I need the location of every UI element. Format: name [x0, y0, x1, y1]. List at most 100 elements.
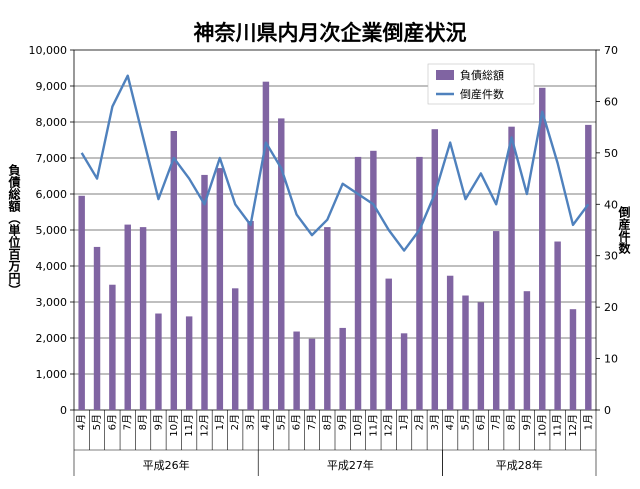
y-tick-label: 0: [60, 404, 67, 417]
legend-label-debt: 負債総額: [460, 68, 504, 82]
bar: [185, 316, 193, 410]
y-tick-label: 3,000: [36, 296, 68, 309]
bar: [400, 333, 408, 410]
y-axis-label-right: 倒産件数: [617, 205, 631, 255]
x-tick-label: 1月: [214, 414, 226, 430]
y-tick-label: 9,000: [36, 80, 68, 93]
legend-label-count: 倒産件数: [460, 88, 504, 101]
bar: [124, 224, 131, 410]
y-tick-label: 7,000: [36, 152, 68, 165]
chart-title: 神奈川県内月次企業倒産状況: [194, 21, 467, 45]
y-tick-label: 1,000: [36, 368, 68, 381]
x-tick-label: 11月: [183, 414, 195, 437]
y-tick-label: 2,000: [36, 332, 68, 345]
x-tick-label: 4月: [76, 414, 88, 430]
y-tick-label: 5,000: [36, 224, 68, 237]
bar: [477, 302, 485, 410]
y-tick-label: 4,000: [36, 260, 68, 273]
x-tick-label: 3月: [429, 414, 441, 430]
bar: [247, 221, 254, 410]
bar: [155, 313, 162, 410]
x-tick-label: 7月: [122, 414, 134, 430]
bar: [78, 195, 85, 410]
x-tick-label: 8月: [137, 414, 149, 430]
y-tick-label: 8,000: [36, 116, 68, 129]
bar: [539, 87, 546, 411]
x-tick-label: 4月: [260, 414, 272, 430]
x-tick-label: 10月: [352, 414, 364, 437]
bar: [370, 150, 377, 411]
x-tick-label: 2月: [413, 414, 425, 430]
x-tick-label: 12月: [199, 414, 211, 437]
bar: [431, 129, 439, 410]
x-tick-label: 12月: [383, 414, 395, 437]
x-tick-label: 12月: [567, 414, 579, 437]
y-tick-label: 6,000: [36, 188, 68, 201]
x-tick-label: 10月: [536, 414, 548, 437]
x-tick-label: 8月: [321, 414, 333, 430]
y2-tick-label: 20: [604, 301, 618, 314]
bar: [354, 156, 362, 410]
bar: [585, 124, 592, 410]
y2-tick-label: 60: [604, 95, 618, 108]
x-tick-label: 2月: [229, 414, 241, 430]
y-axis-label-left: 負債総額（単位百万円）: [7, 163, 21, 296]
bar: [262, 81, 270, 411]
x-tick-label: 1月: [582, 414, 594, 430]
x-tick-label: 7月: [306, 414, 318, 430]
x-tick-label: 1月: [398, 414, 410, 430]
x-tick-label: 4月: [444, 414, 456, 430]
bar: [308, 338, 316, 410]
x-tick-label: 6月: [106, 414, 118, 430]
bar: [231, 288, 239, 410]
x-tick-label: 5月: [460, 414, 472, 430]
x-tick-label: 3月: [245, 414, 257, 430]
x-tick-label: 5月: [91, 414, 103, 430]
plot-area: 0 1,000 2,000 3,000 4,000 5,000 6,000 7,000 8,00…: [29, 44, 618, 476]
bar: [523, 291, 531, 410]
bar: [339, 327, 346, 410]
bar: [201, 174, 208, 410]
x-tick-label: 6月: [475, 414, 487, 430]
x-tick-label: 9月: [521, 414, 533, 430]
x-tick-label: 10月: [168, 414, 180, 437]
y2-tick-label: 40: [604, 198, 618, 211]
series-line-count: [80, 74, 590, 252]
x-group-label: 平成27年: [327, 458, 374, 472]
x-tick-label: 5月: [275, 414, 287, 430]
bar: [385, 278, 392, 410]
x-group-label: 平成26年: [143, 458, 190, 472]
bar: [446, 275, 454, 410]
bar: [139, 227, 147, 410]
bar: [324, 227, 331, 410]
y2-tick-label: 0: [604, 404, 611, 417]
bar: [93, 246, 101, 410]
y2-tick-label: 70: [604, 44, 618, 57]
x-tick-label: 11月: [552, 414, 564, 437]
x-tick-label: 11月: [367, 414, 379, 437]
x-tick-label: 7月: [490, 414, 502, 430]
bar: [216, 168, 224, 410]
legend: 負債総額 倒産件数: [427, 63, 535, 105]
bar: [569, 309, 577, 410]
x-tick-label: 9月: [337, 414, 349, 430]
bar: [170, 131, 178, 410]
y2-tick-label: 10: [604, 353, 618, 366]
bar: [416, 156, 423, 410]
y2-tick-label: 30: [604, 250, 618, 263]
y-tick-label: 10,000: [29, 44, 68, 57]
x-tick-label: 9月: [152, 414, 164, 430]
bar: [508, 126, 515, 411]
bar: [278, 118, 285, 411]
legend-swatch-debt: [436, 70, 454, 80]
y2-tick-label: 50: [604, 147, 618, 160]
x-tick-label: 8月: [506, 414, 518, 430]
x-tick-label: 6月: [291, 414, 303, 430]
x-group-label: 平成28年: [496, 458, 543, 472]
bar: [293, 331, 300, 410]
bar: [492, 231, 500, 410]
bar: [109, 284, 116, 410]
bar: [554, 241, 561, 410]
bar: [462, 295, 469, 410]
